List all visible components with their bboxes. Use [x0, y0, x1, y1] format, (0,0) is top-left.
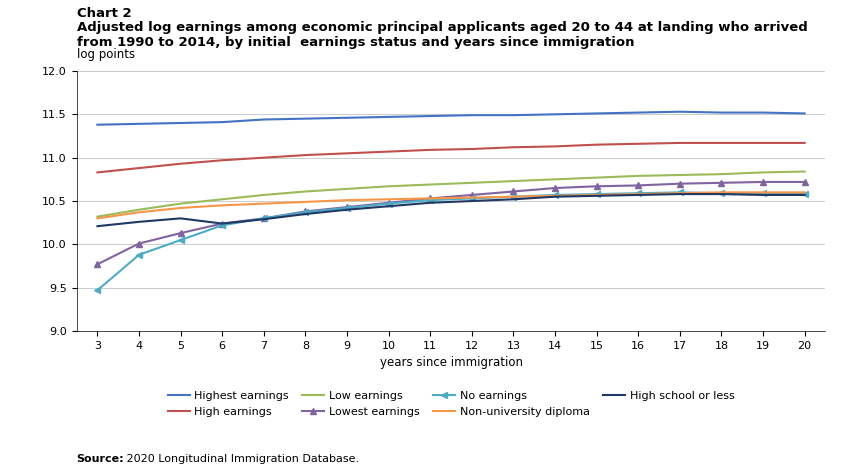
Text: Adjusted log earnings among economic principal applicants aged 20 to 44 at landi: Adjusted log earnings among economic pri…	[77, 21, 808, 49]
X-axis label: years since immigration: years since immigration	[380, 356, 523, 369]
Legend: Highest earnings, High earnings, Low earnings, Lowest earnings, No earnings, Non: Highest earnings, High earnings, Low ear…	[168, 391, 734, 417]
Text: log points: log points	[77, 48, 134, 61]
Text: Source:: Source:	[77, 454, 124, 464]
Text: 2020 Longitudinal Immigration Database.: 2020 Longitudinal Immigration Database.	[123, 454, 358, 464]
Text: Chart 2: Chart 2	[77, 7, 131, 20]
